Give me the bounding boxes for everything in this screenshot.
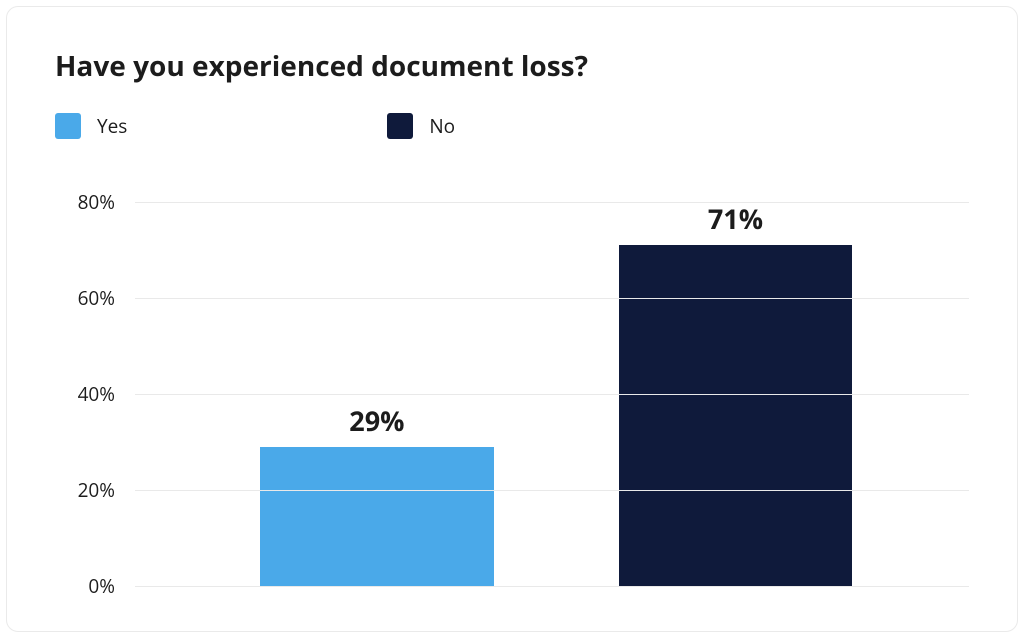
y-tick-label: 20% bbox=[55, 477, 115, 503]
legend-label-no: No bbox=[429, 113, 455, 139]
y-tick-label: 60% bbox=[55, 285, 115, 311]
gridline bbox=[135, 490, 969, 491]
legend-label-yes: Yes bbox=[97, 113, 127, 139]
y-tick-label: 0% bbox=[55, 573, 115, 599]
gridline bbox=[135, 586, 969, 587]
legend-item-no: No bbox=[387, 113, 455, 139]
chart-area: 29%71% 0%20%40%60%80% bbox=[55, 202, 969, 586]
chart-card: Have you experienced document loss? Yes … bbox=[6, 6, 1018, 632]
bar-yes bbox=[260, 447, 494, 586]
bar-label-no: 71% bbox=[708, 200, 763, 237]
y-tick-label: 80% bbox=[55, 189, 115, 215]
chart-title: Have you experienced document loss? bbox=[55, 47, 969, 85]
legend-item-yes: Yes bbox=[55, 113, 127, 139]
bar-label-yes: 29% bbox=[349, 402, 404, 439]
bar-no bbox=[619, 245, 853, 586]
legend-swatch-no bbox=[387, 113, 413, 139]
gridline bbox=[135, 394, 969, 395]
gridline bbox=[135, 298, 969, 299]
chart-legend: Yes No bbox=[55, 113, 969, 139]
gridline bbox=[135, 202, 969, 203]
legend-swatch-yes bbox=[55, 113, 81, 139]
y-tick-label: 40% bbox=[55, 381, 115, 407]
